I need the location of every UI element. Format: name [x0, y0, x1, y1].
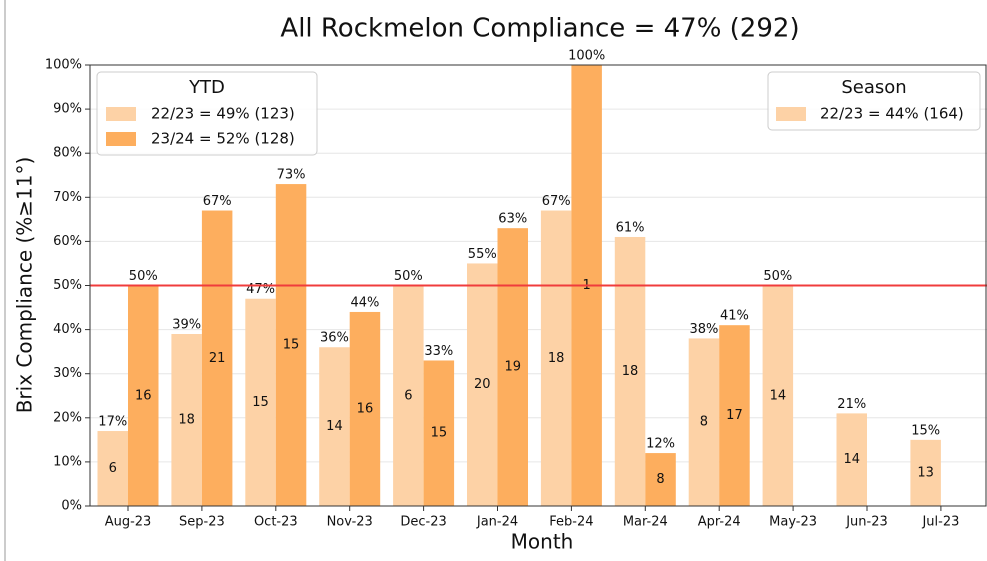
count-label: 19	[504, 360, 521, 375]
y-tick-label: 0%	[61, 499, 82, 514]
chart-title: All Rockmelon Compliance = 47% (292)	[280, 14, 799, 44]
x-tick-label: Mar-24	[623, 515, 668, 530]
count-label: 18	[548, 351, 565, 366]
count-label: 14	[843, 452, 860, 467]
count-label: 6	[109, 461, 117, 476]
bar	[614, 236, 646, 507]
count-label: 17	[726, 408, 743, 423]
count-label: 21	[209, 351, 226, 366]
count-label: 13	[917, 465, 934, 480]
y-tick-label: 10%	[53, 454, 82, 469]
bar	[719, 325, 750, 506]
count-label: 15	[431, 426, 448, 441]
count-label: 14	[326, 419, 343, 434]
bar	[349, 311, 381, 506]
y-tick-label: 40%	[53, 322, 82, 337]
value-label: 50%	[394, 269, 423, 284]
value-label: 38%	[689, 322, 718, 337]
legend-swatch	[106, 132, 136, 146]
bar	[275, 184, 307, 506]
count-label: 8	[700, 415, 708, 430]
value-label: 61%	[616, 220, 645, 235]
value-label: 36%	[320, 331, 349, 346]
legend-label: 22/23 = 44% (164)	[820, 105, 964, 123]
bar	[245, 298, 276, 506]
x-tick-label: Oct-23	[254, 515, 298, 530]
count-label: 18	[178, 413, 195, 428]
x-tick-label: Apr-24	[698, 515, 741, 530]
x-tick-label: Dec-23	[400, 515, 446, 530]
x-tick-label: Jan-24	[476, 515, 518, 530]
value-label: 100%	[568, 49, 605, 64]
value-label: 44%	[350, 295, 379, 310]
count-label: 6	[404, 388, 412, 403]
legend-box	[767, 71, 981, 131]
y-tick-label: 60%	[53, 234, 82, 249]
value-label: 47%	[246, 282, 275, 297]
plot-frame	[89, 64, 987, 507]
y-tick-label: 30%	[53, 366, 82, 381]
bar	[201, 210, 233, 506]
value-label: 50%	[129, 269, 158, 284]
count-label: 20	[474, 377, 491, 392]
value-label: 33%	[424, 344, 453, 359]
bar	[423, 360, 455, 506]
legend-label: 22/23 = 49% (123)	[151, 105, 295, 123]
y-tick-label: 50%	[53, 278, 82, 293]
count-label: 18	[622, 364, 639, 379]
x-tick-label: Nov-23	[327, 515, 373, 530]
y-axis-label: Brix Compliance (%≥11°)	[13, 157, 37, 414]
legend-label: 23/24 = 52% (128)	[151, 130, 295, 148]
count-label: 15	[283, 338, 300, 353]
count-label: 16	[135, 388, 152, 403]
x-tick-label: Feb-24	[549, 515, 593, 530]
bar	[171, 334, 202, 506]
count-label: 16	[357, 401, 374, 416]
x-tick-label: May-23	[769, 515, 817, 530]
count-label: 15	[252, 395, 269, 410]
bar	[540, 210, 572, 506]
x-tick-label: Aug-23	[105, 515, 152, 530]
value-label: 50%	[763, 269, 792, 284]
legend-title: YTD	[188, 77, 225, 98]
value-label: 39%	[172, 318, 201, 333]
bar	[319, 347, 350, 506]
value-label: 55%	[468, 247, 497, 262]
bar	[688, 338, 720, 506]
y-tick-label: 80%	[53, 146, 82, 161]
value-label: 41%	[720, 309, 749, 324]
bar	[645, 453, 676, 506]
y-tick-label: 20%	[53, 410, 82, 425]
value-label: 12%	[646, 437, 675, 452]
bar	[393, 285, 424, 506]
value-label: 67%	[203, 194, 232, 209]
bar	[910, 439, 941, 506]
bar	[97, 431, 128, 506]
legend-swatch	[776, 107, 806, 121]
value-label: 21%	[837, 397, 866, 412]
value-label: 15%	[911, 423, 940, 438]
y-tick-label: 90%	[53, 102, 82, 117]
bar	[497, 228, 528, 507]
x-tick-label: Sep-23	[179, 515, 225, 530]
y-tick-label: 70%	[53, 190, 82, 205]
legend-box	[96, 71, 318, 156]
y-tick-label: 100%	[45, 58, 82, 73]
legend-title: Season	[841, 77, 906, 98]
bar	[467, 263, 498, 506]
value-label: 63%	[498, 212, 527, 227]
bar	[836, 413, 867, 506]
x-tick-label: Jun-23	[845, 515, 888, 530]
bar	[762, 285, 794, 506]
x-tick-label: Jul-23	[921, 515, 959, 530]
legend-swatch	[106, 107, 136, 121]
bar	[128, 285, 159, 506]
count-label: 8	[656, 472, 664, 487]
value-label: 17%	[98, 415, 127, 430]
value-label: 67%	[542, 194, 571, 209]
count-label: 14	[770, 388, 787, 403]
value-label: 73%	[277, 168, 306, 183]
x-axis-label: Month	[511, 530, 574, 554]
